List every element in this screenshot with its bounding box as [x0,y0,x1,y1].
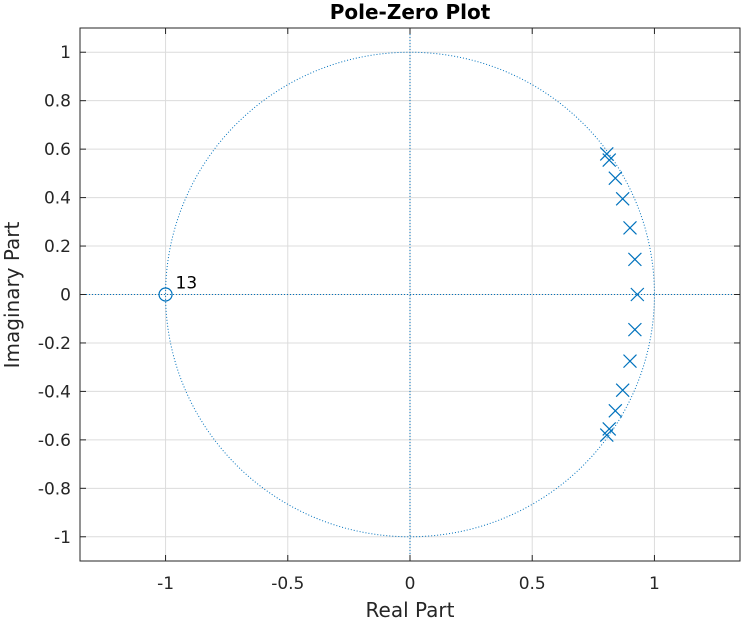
pole-marker [599,147,614,161]
pole-marker [630,287,645,302]
pole-marker [627,252,642,267]
marks-layer: 13 [158,147,645,442]
pole-marker [608,403,623,418]
unit-circle-layer [80,28,740,561]
y-tick-label: -0.2 [38,334,71,354]
x-tick-label: -0.5 [271,574,304,594]
y-tick-label: -1 [54,528,71,548]
x-tick-label: 0 [405,574,416,594]
ticks-layer: -1 -0.5 0 0.5 1 1 0.8 0.6 0.4 0.2 0 -0.2 -0.4 -0.6 -0.… [38,28,740,594]
plot-frame [79,27,741,562]
x-tick-label: 0.5 [519,574,546,594]
pole-marker [627,322,642,337]
x-tick-label: -1 [157,574,174,594]
chart-title: Pole-Zero Plot [330,0,491,24]
pole-marker [599,428,614,442]
pole-marker [623,354,637,369]
y-tick-label: -0.6 [38,431,71,451]
x-tick-label: 1 [649,574,660,594]
y-tick-label: 0.4 [44,189,71,209]
pole-marker [615,383,630,398]
y-tick-label: -0.4 [38,382,71,402]
zero-marker [158,287,173,302]
y-axis-label: Imaginary Part [0,221,24,368]
pole-marker [615,191,630,206]
y-tick-label: 0.6 [44,140,71,160]
pole-marker [608,171,623,186]
y-tick-label: -0.8 [38,479,71,499]
zero-multiplicity-label: 13 [176,274,198,294]
y-tick-label: 1 [60,43,71,63]
x-axis-label: Real Part [366,598,455,621]
y-tick-label: 0.8 [44,92,71,112]
y-tick-label: 0 [60,286,71,306]
y-tick-label: 0.2 [44,237,71,257]
pole-marker [623,220,637,235]
